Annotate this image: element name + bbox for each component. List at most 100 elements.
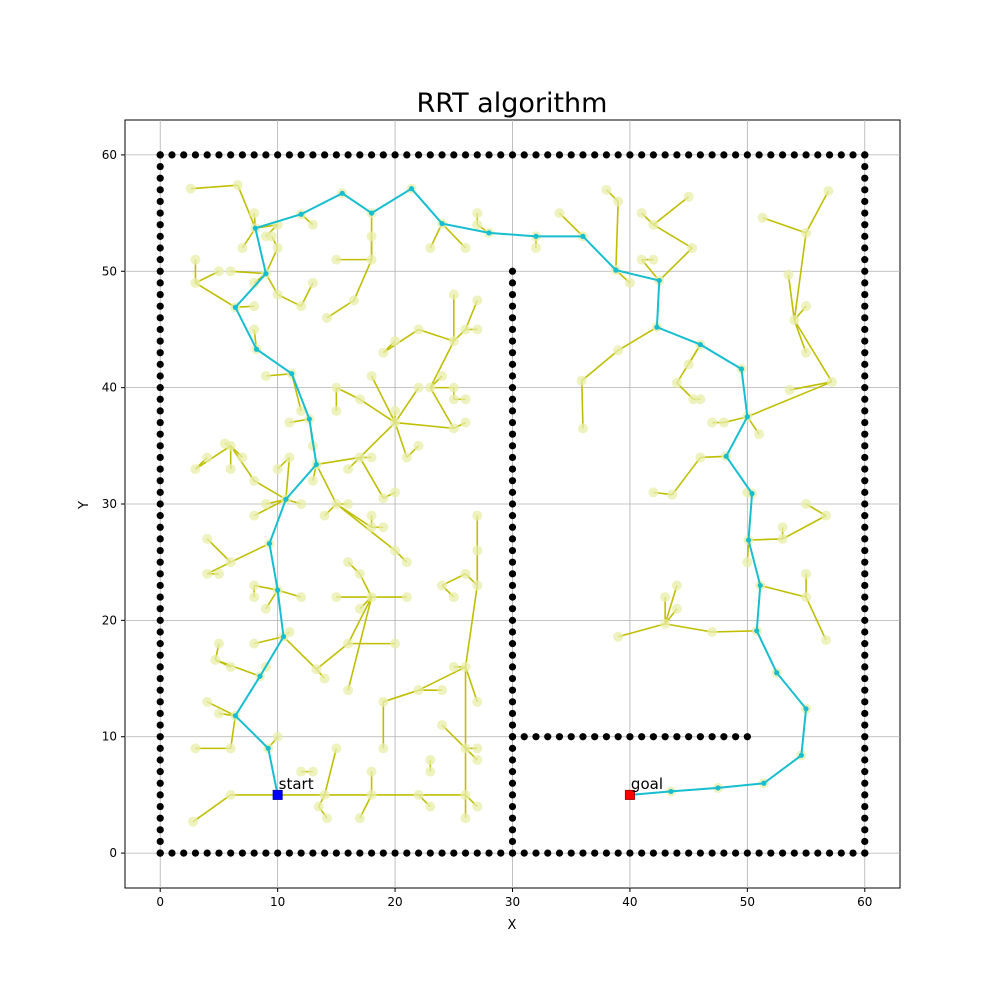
tree-node <box>331 592 342 603</box>
path-node <box>723 453 729 459</box>
obstacle-point <box>861 488 869 496</box>
path-node <box>298 211 304 217</box>
tree-edge <box>464 666 479 703</box>
obstacle-point <box>861 640 869 648</box>
solution-path <box>232 186 809 798</box>
obstacle-point <box>450 151 458 159</box>
obstacle-point <box>156 221 164 229</box>
obstacle-point <box>285 849 293 857</box>
obstacle-point <box>508 814 517 822</box>
obstacle-point <box>485 849 493 857</box>
x-tick-label: 40 <box>622 895 637 909</box>
obstacle-point <box>156 244 164 252</box>
tree-node <box>648 487 659 498</box>
tree-edge <box>671 456 702 496</box>
tree-node <box>225 789 236 800</box>
obstacle-point <box>696 733 704 741</box>
obstacle-point <box>180 849 188 857</box>
obstacle-point <box>508 686 517 694</box>
tree-node <box>311 664 322 675</box>
obstacle-point <box>861 244 869 252</box>
obstacle-point <box>156 616 164 624</box>
obstacle-point <box>508 523 517 531</box>
tree-edge <box>383 689 419 703</box>
obstacle-point <box>450 849 458 857</box>
tree-node <box>425 382 436 393</box>
obstacle-point <box>579 733 587 741</box>
tree-edge <box>805 596 827 641</box>
tree-edge <box>805 190 830 234</box>
tree-node <box>687 243 698 253</box>
tree-node <box>801 347 812 358</box>
obstacle-point <box>156 779 164 787</box>
obstacle-point <box>156 162 164 171</box>
tree-edge <box>253 480 287 501</box>
obstacle-point <box>156 488 164 496</box>
tree-node <box>378 347 389 358</box>
obstacle-point <box>708 733 716 741</box>
obstacle-point <box>626 733 634 741</box>
tree-node <box>296 405 307 416</box>
obstacle-point <box>156 512 164 520</box>
obstacle-point <box>156 628 164 636</box>
tree-node <box>321 813 332 824</box>
path-node <box>754 628 760 634</box>
path-node <box>749 490 755 497</box>
tree-node <box>718 417 729 428</box>
tree-edge <box>652 196 690 226</box>
tree-edge <box>347 596 373 644</box>
obstacle-point <box>508 698 517 706</box>
tree-edge <box>441 724 467 749</box>
tree-node <box>190 464 201 475</box>
obstacle-point <box>262 849 270 857</box>
obstacle-point <box>861 209 869 217</box>
tree-node <box>366 592 377 603</box>
tree-node <box>688 394 699 405</box>
obstacle-point <box>250 849 258 857</box>
obstacle-point <box>861 430 869 438</box>
obstacle-point <box>321 151 329 159</box>
obstacle-point <box>861 628 869 636</box>
obstacle-point <box>438 151 446 159</box>
tree-edge <box>580 380 584 429</box>
obstacle-point <box>802 849 810 857</box>
obstacle-point <box>508 849 517 857</box>
tree-node <box>343 685 354 696</box>
tree-edge <box>229 715 237 749</box>
tree-edge <box>230 542 270 563</box>
tree-node <box>354 452 365 463</box>
tree-edge <box>230 270 266 275</box>
goal-marker <box>624 789 635 800</box>
tree-node <box>460 243 471 253</box>
tree-node <box>648 254 659 265</box>
tree-node <box>671 377 682 388</box>
tree-node <box>378 493 389 504</box>
tree-node <box>472 219 483 230</box>
tree-node <box>757 212 768 223</box>
obstacle-point <box>508 837 517 846</box>
obstacle-point <box>508 802 517 811</box>
obstacle-point <box>156 384 164 392</box>
tree-node <box>601 184 612 195</box>
tree-edge <box>464 585 479 668</box>
tree-node <box>671 603 682 614</box>
obstacle-point <box>638 151 646 159</box>
obstacle-point <box>743 733 751 741</box>
tree-edge <box>190 184 238 190</box>
tree-edge <box>787 274 796 321</box>
tree-node <box>472 755 483 765</box>
tree-node <box>272 731 283 742</box>
tree-edge <box>253 635 284 645</box>
obstacle-point <box>602 849 611 857</box>
obstacle-point <box>861 477 869 485</box>
obstacle-point <box>156 756 164 764</box>
obstacle-point <box>814 151 822 159</box>
x-tick-label: 30 <box>505 895 520 909</box>
obstacle-point <box>156 791 164 799</box>
tree-edge <box>394 387 420 423</box>
obstacle-point <box>508 302 517 310</box>
obstacle-point <box>508 593 517 601</box>
tree-edge <box>760 584 807 598</box>
obstacle-point <box>861 837 869 846</box>
obstacle-point <box>344 151 352 159</box>
